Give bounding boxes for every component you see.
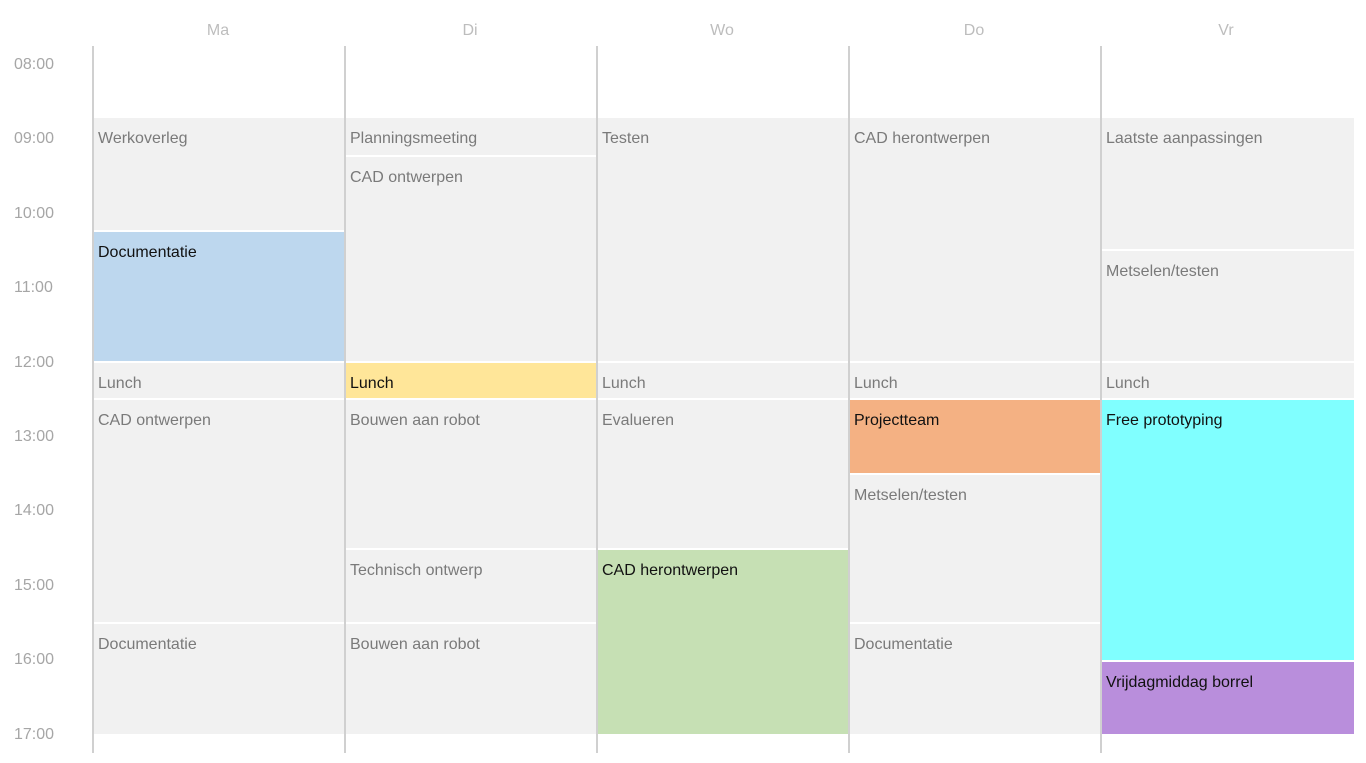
calendar-event[interactable]: Testen (598, 118, 848, 361)
calendar-event[interactable]: Lunch (598, 360, 848, 399)
calendar-event[interactable]: CAD herontwerpen (598, 547, 848, 735)
time-label: 13:00 (14, 428, 55, 445)
time-label: 12:00 (14, 353, 55, 371)
day-column-vr (1100, 46, 1354, 753)
calendar-event[interactable]: Metselen/testen (1102, 248, 1354, 361)
day-column-di (344, 46, 596, 753)
time-label: 08:00 (14, 56, 55, 73)
calendar-event[interactable]: CAD herontwerpen (850, 118, 1100, 361)
calendar-event[interactable]: Evalueren (598, 398, 848, 548)
calendar-event[interactable]: Planningsmeeting (346, 118, 596, 156)
day-header-wo: Wo (710, 22, 734, 39)
time-label: 09:00 (14, 130, 55, 148)
calendar-event[interactable]: Metselen/testen (850, 472, 1100, 623)
calendar-event[interactable]: Lunch (346, 360, 596, 399)
calendar-event[interactable]: CAD ontwerpen (94, 398, 344, 623)
day-header-vr: Vr (1218, 22, 1234, 39)
calendar-event[interactable]: Laatste aanpassingen (1102, 118, 1354, 249)
calendar-event[interactable]: Technisch ontwerp (346, 547, 596, 623)
day-header-do: Do (963, 22, 985, 39)
time-label: 10:00 (14, 204, 55, 222)
calendar-event[interactable]: Vrijdagmiddag borrel (1102, 659, 1354, 735)
calendar-event[interactable]: Werkoverleg (94, 118, 344, 231)
time-label: 16:00 (14, 651, 55, 669)
calendar-event[interactable]: Bouwen aan robot (346, 622, 596, 735)
day-column-do (848, 46, 1100, 753)
calendar-event[interactable]: Projectteam (850, 398, 1100, 473)
time-label: 14:00 (14, 502, 55, 520)
calendar-event[interactable]: Free prototyping (1102, 398, 1354, 660)
time-label: 17:00 (14, 725, 55, 743)
time-label: 11:00 (14, 279, 53, 297)
calendar-event[interactable]: Bouwen aan robot (346, 398, 596, 548)
calendar-event[interactable]: Lunch (850, 360, 1100, 399)
calendar-event[interactable]: Documentatie (94, 230, 344, 361)
calendar-event[interactable]: CAD ontwerpen (346, 155, 596, 361)
calendar-event[interactable]: Lunch (1102, 360, 1354, 399)
day-column-ma (92, 46, 344, 753)
day-header-di: Di (462, 22, 478, 39)
day-header-ma: Ma (206, 22, 230, 39)
calendar-event[interactable]: Lunch (94, 360, 344, 399)
calendar-event[interactable]: Documentatie (850, 622, 1100, 735)
time-label: 15:00 (14, 576, 55, 594)
day-column-wo (596, 46, 848, 753)
calendar-event[interactable]: Documentatie (94, 622, 344, 735)
